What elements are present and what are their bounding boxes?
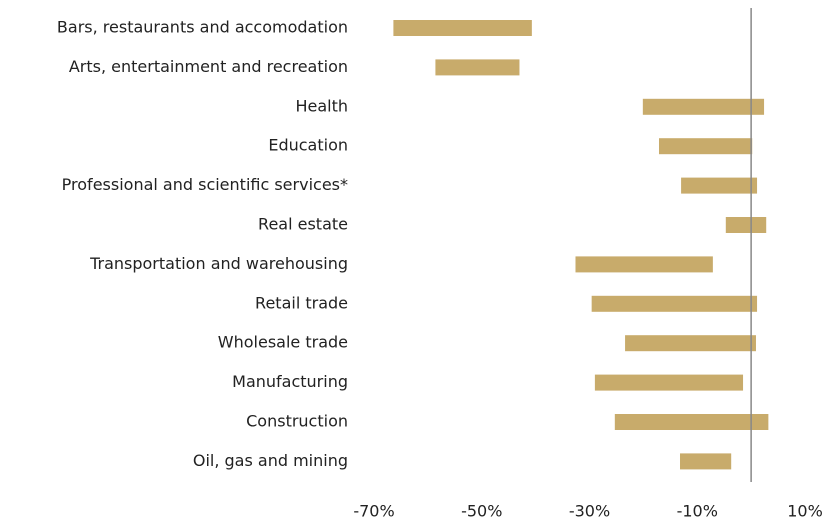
x-tick-label: -10% (677, 502, 718, 521)
category-label: Wholesale trade (218, 333, 348, 352)
category-label: Construction (246, 412, 348, 431)
category-label: Professional and scientific services* (62, 175, 348, 194)
category-label: Oil, gas and mining (193, 451, 348, 470)
category-label: Health (295, 96, 348, 115)
category-label: Real estate (258, 215, 348, 234)
category-label: Education (268, 136, 348, 155)
bar (680, 453, 732, 470)
bar (642, 98, 765, 115)
x-tick-label: -50% (461, 502, 502, 521)
category-label: Bars, restaurants and accomodation (57, 18, 348, 37)
x-tick-label: -30% (569, 502, 610, 521)
bar (435, 59, 520, 76)
bar (658, 138, 753, 155)
bar (614, 414, 769, 430)
category-label: Transportation and warehousing (89, 254, 348, 273)
bar (393, 20, 532, 36)
bar (594, 374, 744, 391)
bar (725, 217, 767, 233)
bar (625, 335, 756, 352)
bar (681, 177, 758, 194)
bar (575, 256, 713, 273)
category-label: Retail trade (255, 293, 348, 312)
bar (591, 295, 758, 312)
x-tick-label: 10% (787, 502, 823, 521)
category-label: Arts, entertainment and recreation (69, 57, 348, 76)
category-label: Manufacturing (232, 372, 348, 391)
x-tick-label: -70% (353, 502, 394, 521)
